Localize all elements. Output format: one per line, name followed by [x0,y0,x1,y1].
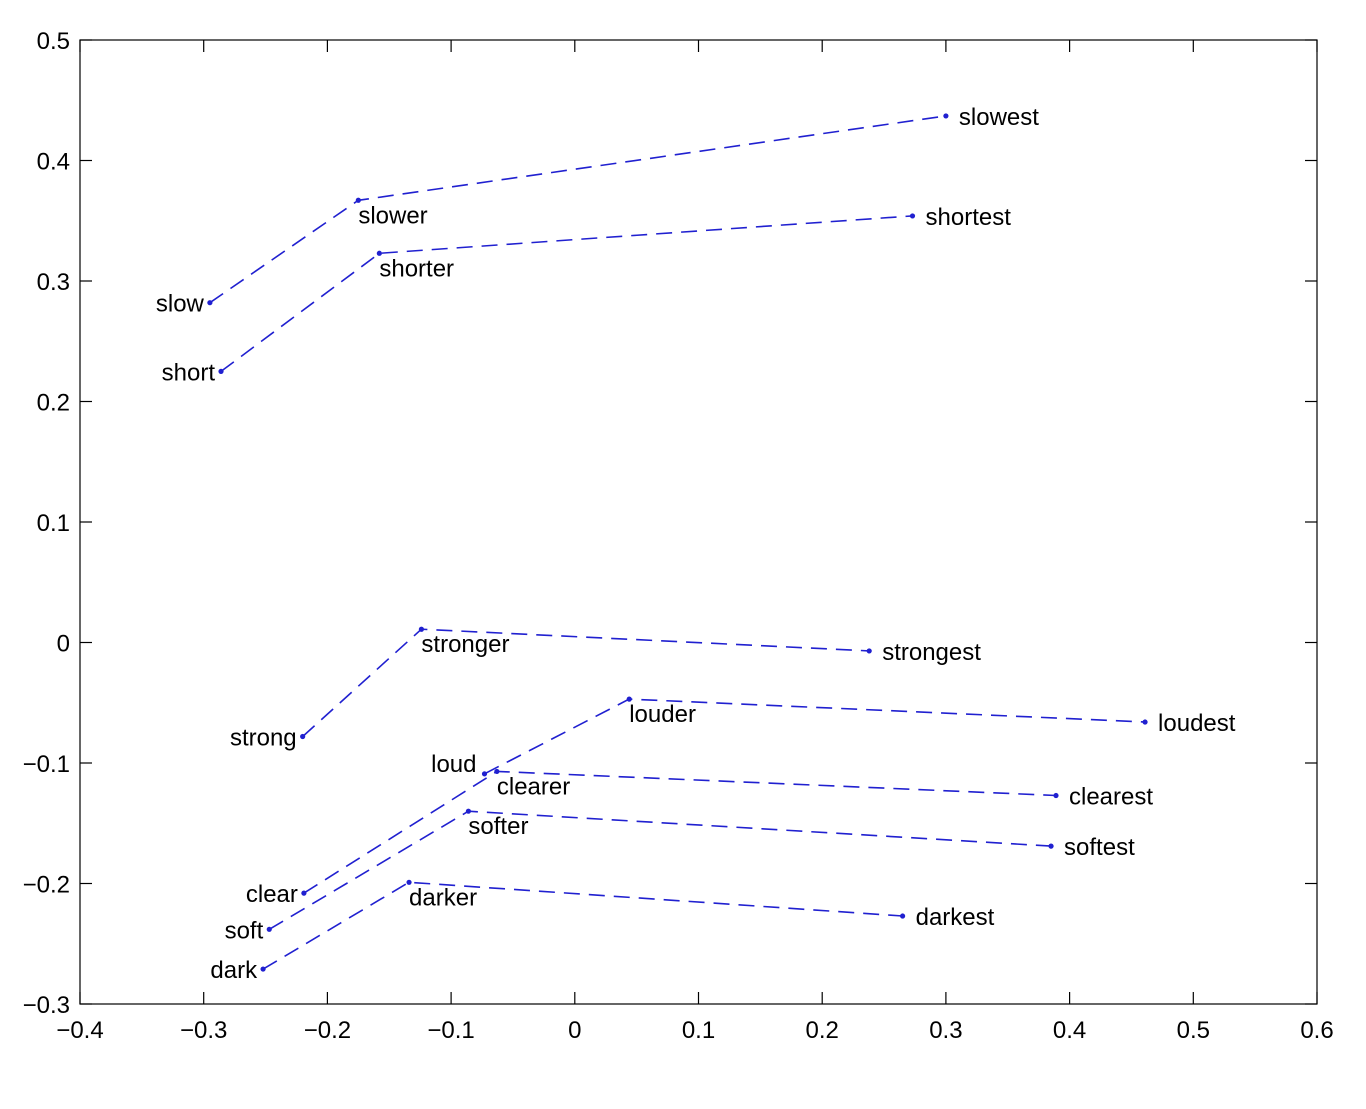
axes: −0.4 −0.3 −0.2 −0.1 0 0.1 0.2 0.3 0.4 0.5 0.6−0.3−… [23,28,1334,1044]
data-point-strong [300,733,306,740]
y-tick-label: 0.5 [37,28,70,55]
y-tick-label: −0.3 [23,992,70,1019]
data-point-shortest [909,213,916,219]
point-label-clearest: clearest [1069,784,1153,811]
data-point-loud [481,771,488,777]
point-label-slow: slow [156,291,205,318]
point-label-loud: loud [431,751,476,778]
point-label-loudest: loudest [1158,710,1236,737]
point-label-strongest: strongest [882,639,981,666]
data-point-stronger [418,626,425,632]
series-line-4 [303,770,1057,894]
x-tick-label: 0 [568,1017,581,1044]
data-point-short [218,368,224,374]
x-tick-label: 0.5 [1177,1017,1210,1044]
point-label-darkest: darkest [916,904,995,931]
data-point-slow [207,300,213,306]
point-label-strong: strong [230,724,297,751]
data-point-dark [260,966,266,972]
y-tick-label: 0.3 [37,269,70,296]
x-tick-label: −0.1 [427,1017,474,1044]
data-points [207,113,1148,972]
point-label-short: short [162,359,216,386]
data-point-clearer [494,768,500,775]
point-label-softest: softest [1064,834,1135,861]
data-point-clearest [1053,792,1059,799]
x-tick-label: 0.2 [806,1017,839,1044]
series-line-2 [302,628,870,738]
y-tick-label: −0.2 [23,872,70,899]
point-label-darker: darker [409,884,477,911]
point-label-softer: softer [468,813,528,840]
y-tick-label: 0.2 [37,390,70,417]
data-point-softest [1048,843,1054,849]
series-line-1 [220,215,913,373]
x-tick-label: 0.6 [1300,1017,1333,1044]
data-point-loudest [1142,719,1148,725]
point-label-shorter: shorter [379,255,454,282]
data-point-darker [406,879,412,885]
data-point-darkest [900,913,906,919]
series-line-0 [209,115,947,304]
point-label-clearer: clearer [497,773,570,800]
point-label-soft: soft [225,917,264,944]
point-label-shortest: shortest [926,204,1012,231]
x-tick-label: 0.3 [929,1017,962,1044]
data-point-louder [626,696,632,702]
series-line-3 [484,698,1146,775]
point-label-stronger: stronger [421,631,509,658]
y-tick-label: −0.1 [23,751,70,778]
y-tick-label: 0.4 [37,149,70,176]
x-tick-label: 0.1 [682,1017,715,1044]
point-labels: slow slower slowest short shorter shortest str… [156,104,1236,984]
x-tick-label: 0.4 [1053,1017,1086,1044]
data-point-shorter [376,250,382,256]
series-line-6 [262,881,903,970]
data-point-softer [465,808,472,814]
x-tick-label: −0.4 [56,1017,103,1044]
data-point-slowest [943,113,949,119]
data-point-strongest [866,648,872,654]
point-label-slowest: slowest [959,104,1039,131]
data-point-clear [301,890,307,896]
point-label-dark: dark [210,957,258,984]
series-lines [209,115,1146,970]
y-tick-label: 0.1 [37,510,70,537]
data-point-soft [266,926,272,932]
x-tick-label: −0.2 [304,1017,351,1044]
data-point-slower [355,197,361,203]
x-tick-label: −0.3 [180,1017,227,1044]
point-label-slower: slower [358,202,427,229]
y-tick-label: 0 [57,631,70,658]
point-label-louder: louder [629,701,696,728]
point-label-clear: clear [246,881,298,908]
